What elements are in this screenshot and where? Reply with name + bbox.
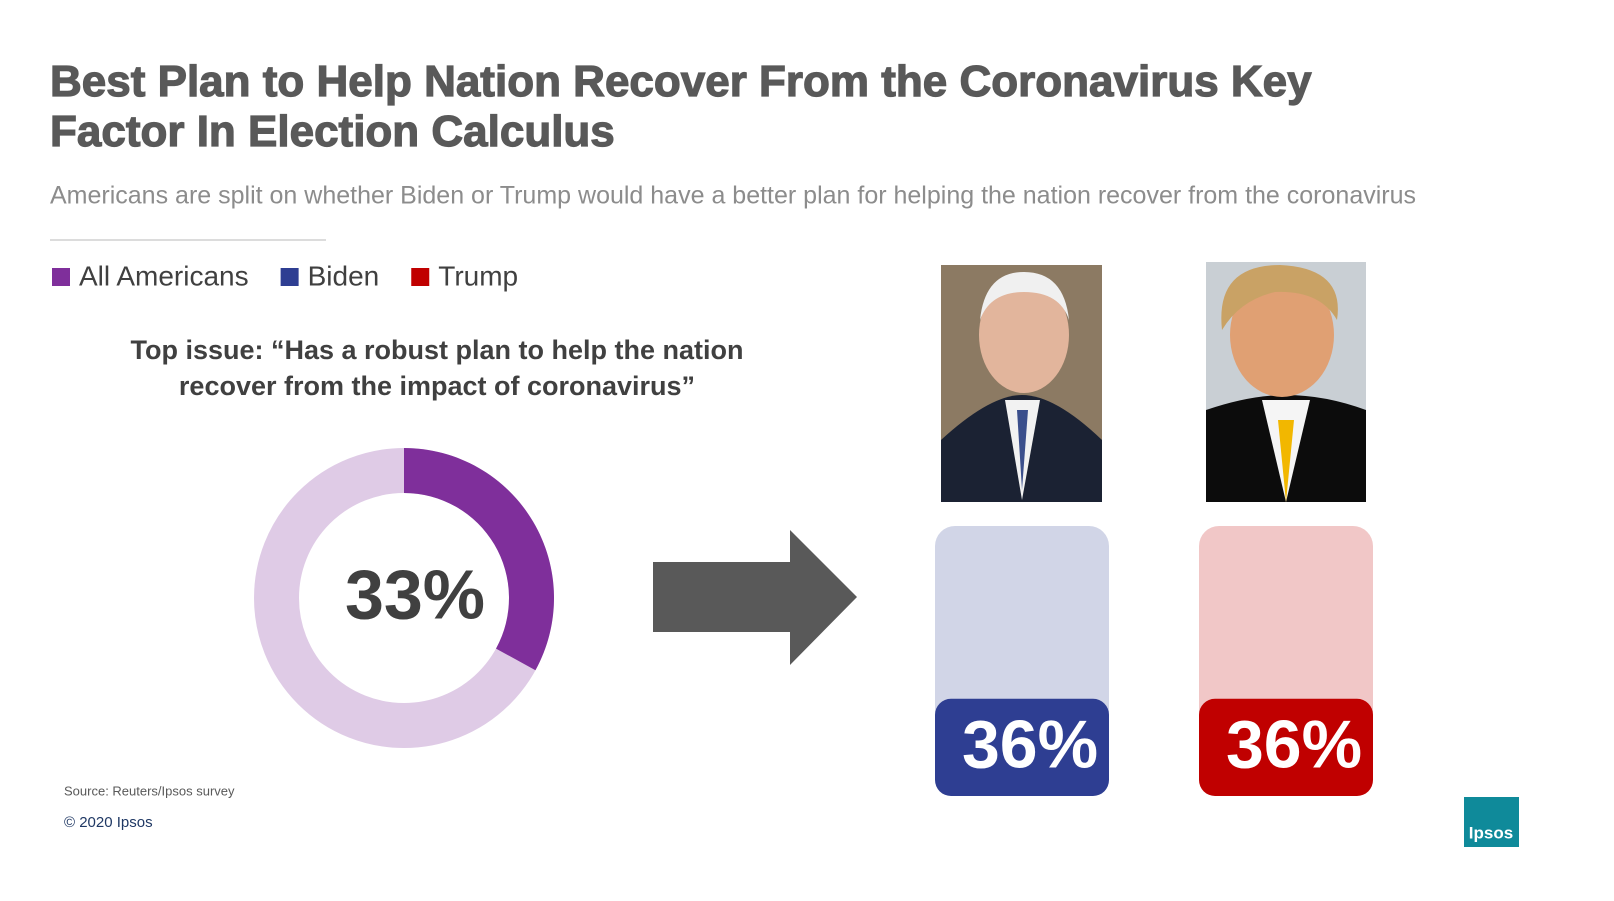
legend-swatch: [52, 268, 70, 286]
trump-photo: [1206, 262, 1366, 502]
legend-label: Trump: [438, 260, 518, 291]
bar-label: 36%: [962, 706, 1098, 782]
copyright: © 2020 Ipsos: [64, 814, 153, 831]
legend-label: All Americans: [79, 260, 249, 291]
biden-photo: [941, 265, 1102, 502]
logo: Ipsos: [1469, 823, 1513, 842]
title-line: Factor In Election Calculus: [50, 107, 615, 156]
legend-label: Biden: [308, 260, 380, 291]
subtitle: Americans are split on whether Biden or …: [50, 182, 1416, 210]
arrow: [653, 530, 857, 665]
donut-segment: [404, 448, 554, 671]
bar-label: 36%: [1226, 706, 1362, 782]
title-line: Best Plan to Help Nation Recover From th…: [50, 57, 1312, 106]
legend-swatch: [280, 268, 299, 286]
bar: [1199, 698, 1373, 796]
source: Source: Reuters/Ipsos survey: [64, 783, 235, 798]
donut-label: 33%: [345, 555, 485, 633]
legend-swatch: [411, 268, 430, 286]
chart-title: Top issue: “Has a robust plan to help th…: [130, 335, 743, 365]
bar: [935, 698, 1109, 796]
logo-box: [1464, 797, 1519, 847]
chart-title: recover from the impact of coronavirus”: [179, 371, 695, 401]
